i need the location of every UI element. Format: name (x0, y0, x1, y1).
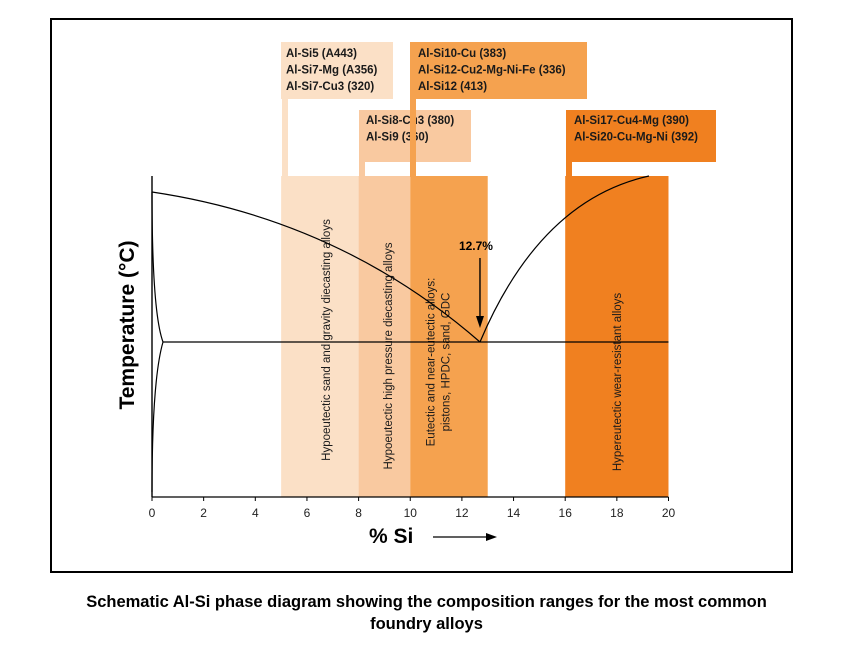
band-label-3: Eutectic and near-eutectic alloys: piston… (426, 278, 453, 447)
x-tick-label: 4 (252, 506, 259, 520)
alloy-box-text-3: Al-Si10-Cu (383) Al-Si12-Cu2-Mg-Ni-Fe (33… (418, 48, 566, 93)
x-tick-label: 0 (149, 506, 156, 520)
x-tick-label: 18 (610, 506, 624, 520)
band-label-line: Eutectic and near-eutectic alloys: (426, 278, 438, 447)
alloy-box-3 (410, 42, 587, 99)
x-tick-label: 6 (304, 506, 311, 520)
alloy-name: Al-Si12 (413) (418, 81, 487, 93)
liquidus-si-side (479, 175, 650, 343)
alloy-box-stem-3 (410, 98, 416, 177)
caption-line-2: foundry alloys (370, 615, 483, 633)
x-tick-label: 10 (404, 506, 418, 520)
alloy-box-1 (281, 42, 393, 99)
band-label-4: Hypereutectic wear-resistant alloys (612, 293, 624, 472)
alloy-name: Al-Si5 (A443) (286, 48, 357, 60)
x-tick-label: 8 (355, 506, 362, 520)
alloy-name: Al-Si12-Cu2-Mg-Ni-Fe (336) (418, 65, 566, 77)
x-axis-title: % Si (369, 525, 413, 548)
band-label-1: Hypoeutectic sand and gravity diecasting… (321, 219, 333, 461)
band-label-line: Hypoeutectic sand and gravity diecasting… (321, 219, 333, 461)
composition-band-1 (281, 176, 359, 497)
band-label-line: pistons, HPDC, sand, GDC (441, 293, 453, 432)
alloy-box-4 (566, 110, 716, 162)
alloy-name: Al-Si20-Cu-Mg-Ni (392) (574, 132, 698, 144)
x-tick-label: 16 (559, 506, 573, 520)
alloy-box-text-1: Al-Si5 (A443) Al-Si7-Mg (A356) Al-Si7-Cu3 … (286, 48, 378, 93)
band-label-line: Hypereutectic wear-resistant alloys (612, 293, 624, 472)
alloy-name: Al-Si9 (360) (366, 132, 429, 144)
composition-band-4 (565, 176, 669, 497)
alloy-box-stem-2 (359, 161, 365, 177)
figure-caption: Schematic Al-Si phase diagram showing th… (0, 591, 853, 635)
y-axis-title: Temperature (°C) (116, 240, 139, 409)
band-label-2: Hypoeutectic high pressure diecasting al… (383, 242, 395, 469)
eutectic-arrow-head (475, 316, 484, 328)
x-tick-label: 20 (662, 506, 676, 520)
alloy-name: Al-Si7-Mg (A356) (286, 65, 378, 77)
eutectic-label: 12.7% (459, 239, 493, 253)
x-tick-label: 14 (507, 506, 521, 520)
alloy-name: Al-Si17-Cu4-Mg (390) (574, 115, 689, 127)
x-axis-arrow-head (486, 533, 497, 541)
alloy-name: Al-Si10-Cu (383) (418, 48, 506, 60)
liquidus-al-side (151, 191, 481, 343)
caption-line-1: Schematic Al-Si phase diagram showing th… (86, 593, 767, 611)
alloy-box-stem-1 (282, 98, 288, 177)
band-label-line: Hypoeutectic high pressure diecasting al… (383, 242, 395, 469)
composition-band-2 (358, 176, 411, 497)
alloy-box-text-4: Al-Si17-Cu4-Mg (390) Al-Si20-Cu-Mg-Ni (39… (574, 115, 698, 144)
alloy-name: Al-Si7-Cu3 (320) (286, 81, 374, 93)
x-tick-label: 12 (455, 506, 469, 520)
solvus-curve (151, 191, 164, 493)
x-tick-label: 2 (200, 506, 207, 520)
composition-band-3 (410, 176, 488, 497)
alloy-box-stem-4 (566, 161, 572, 177)
